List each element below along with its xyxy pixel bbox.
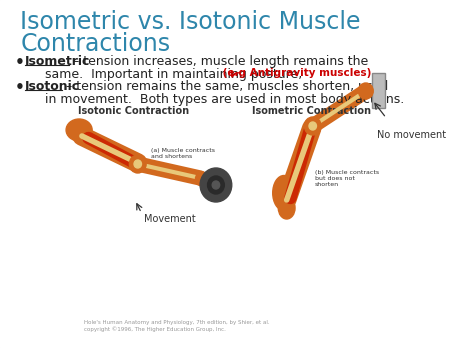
Text: Isotonic: Isotonic [25, 80, 80, 93]
Circle shape [304, 117, 321, 135]
FancyBboxPatch shape [372, 73, 385, 108]
Text: Hole's Human Anatomy and Physiology, 7th edition, by Shier, et al.
copyright ©19: Hole's Human Anatomy and Physiology, 7th… [84, 320, 269, 332]
Text: same.  Important in maintaining posture,: same. Important in maintaining posture, [25, 68, 302, 81]
Circle shape [309, 122, 317, 130]
Text: Isometric: Isometric [25, 55, 91, 68]
Text: in movement.  Both types are used in most body actions.: in movement. Both types are used in most… [25, 93, 404, 106]
Text: – tension remains the same, muscles shorten, used: – tension remains the same, muscles shor… [63, 80, 389, 93]
Text: Contractions: Contractions [20, 32, 171, 56]
Circle shape [212, 181, 219, 189]
Text: Isometric vs. Isotonic Muscle: Isometric vs. Isotonic Muscle [20, 10, 361, 34]
Text: Movement: Movement [144, 214, 196, 224]
Circle shape [129, 155, 146, 173]
Text: •: • [15, 80, 25, 95]
Text: Isotonic Contraction: Isotonic Contraction [78, 106, 189, 116]
FancyBboxPatch shape [0, 0, 443, 348]
Text: – tension increases, muscle length remains the: – tension increases, muscle length remai… [69, 55, 368, 68]
Circle shape [195, 172, 209, 186]
Circle shape [358, 83, 373, 99]
Text: (b) Muscle contracts
but does not
shorten: (b) Muscle contracts but does not shorte… [315, 170, 379, 188]
Circle shape [200, 168, 232, 202]
Circle shape [208, 176, 224, 194]
Ellipse shape [66, 119, 92, 141]
Text: •: • [15, 55, 25, 70]
Text: No movement: No movement [377, 130, 446, 140]
Text: (e.g Antigravity muscles): (e.g Antigravity muscles) [219, 68, 371, 78]
Circle shape [134, 160, 141, 168]
Text: Isometric Contraction: Isometric Contraction [252, 106, 371, 116]
Text: (a) Muscle contracts
and shortens: (a) Muscle contracts and shortens [151, 148, 215, 159]
Ellipse shape [278, 197, 295, 219]
Ellipse shape [273, 175, 295, 211]
